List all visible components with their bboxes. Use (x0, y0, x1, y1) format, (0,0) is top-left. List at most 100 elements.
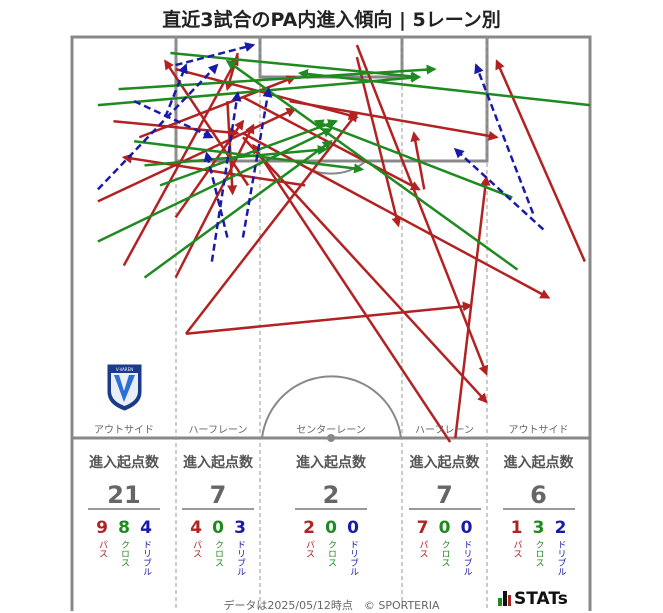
stat-cross: 0 クロス (437, 518, 453, 576)
brand-text: STATs (514, 589, 568, 609)
stat-dribble: 0 ドリブル (459, 518, 475, 576)
stat-dribble-label: ドリブル (235, 540, 245, 576)
cross-arrow (97, 72, 422, 107)
crest-v-mark (114, 375, 135, 402)
stat-pass: 7 パス (415, 518, 431, 576)
stat-cross-count: 8 (118, 518, 130, 538)
stat-dribble: 0 ドリブル (345, 518, 361, 576)
arrow-layer (96, 42, 591, 443)
stat-breakdown: 4 パス 0 クロス 3 ドリブル (176, 518, 260, 576)
stat-pass-count: 4 (190, 518, 202, 538)
stat-cross: 0 クロス (323, 518, 339, 576)
stat-dribble-count: 2 (554, 518, 567, 538)
lane-stat-block: 進入起点数 21 9 パス 8 クロス 4 ドリブル (72, 452, 176, 576)
stat-pass-label: パス (97, 540, 107, 558)
pass-arrow (174, 123, 255, 279)
pass-arrow (454, 175, 491, 439)
stat-pass-count: 1 (510, 518, 523, 538)
dribble-arrow (96, 63, 219, 191)
pass-arrow (184, 111, 359, 335)
stat-breakdown: 1 パス 3 クロス 2 ドリブル (487, 518, 590, 576)
lane-label: ハーフレーン (415, 425, 474, 436)
stat-dribble-label: ドリブル (461, 540, 472, 576)
pass-arrow (252, 143, 452, 443)
stat-dribble-label: ドリブル (348, 540, 358, 576)
stat-cross-label: クロス (533, 540, 544, 567)
lane-stat-block: 進入起点数 6 1 パス 3 クロス 2 ドリブル (487, 452, 590, 576)
stat-pass-label: パス (511, 540, 522, 558)
stat-breakdown: 9 パス 8 クロス 4 ドリブル (72, 518, 176, 576)
stat-cross-label: クロス (439, 540, 450, 567)
cross-arrow (297, 68, 591, 107)
lane-stat-block: 進入起点数 7 7 パス 0 クロス 0 ドリブル (402, 452, 487, 576)
pass-arrow (495, 59, 586, 263)
stat-cross-count: 0 (438, 518, 451, 538)
crest-text: V-VAREN (116, 367, 133, 372)
pass-arrow (113, 119, 240, 138)
stat-dribble: 3 ドリブル (232, 518, 248, 576)
cross-arrow (118, 64, 437, 91)
stat-cross-count: 3 (532, 518, 545, 538)
lane-label: センターレーン (296, 425, 366, 436)
stat-total: 2 (295, 482, 367, 510)
dribble-arrow (203, 151, 229, 238)
dribble-arrow (453, 147, 545, 231)
stat-total: 7 (182, 482, 254, 510)
center-circle (261, 375, 402, 439)
stat-pass-count: 7 (416, 518, 429, 538)
stat-dribble-label: ドリブル (141, 540, 151, 576)
stat-cross: 3 クロス (531, 518, 547, 576)
stat-dribble-count: 0 (460, 518, 473, 538)
pass-arrow (355, 56, 402, 228)
stat-dribble-count: 3 (234, 518, 246, 538)
pass-arrow (242, 136, 488, 404)
cross-arrow (144, 145, 328, 167)
lane-label: ハーフレーン (188, 425, 248, 436)
stat-total: 7 (408, 482, 481, 510)
cross-arrow (313, 119, 513, 199)
cross-arrow (225, 59, 519, 271)
brand-logo: STATs (498, 589, 568, 611)
stat-dribble: 4 ドリブル (138, 518, 154, 576)
stat-dribble: 2 ドリブル (553, 518, 569, 576)
brand-icon (498, 591, 511, 611)
center-spot (327, 434, 335, 442)
goal-area (258, 35, 404, 79)
stat-total: 6 (502, 482, 575, 510)
dribble-arrow (210, 91, 242, 262)
stat-cross-count: 0 (212, 518, 224, 538)
cross-arrow (143, 140, 333, 279)
stat-title: 進入起点数 (296, 455, 366, 471)
stat-title: 進入起点数 (503, 455, 574, 471)
stat-total: 21 (88, 482, 160, 510)
stat-cross-count: 0 (325, 518, 337, 538)
stat-pass-label: パス (191, 540, 201, 558)
stat-cross-label: クロス (119, 540, 129, 567)
stat-breakdown: 2 パス 0 クロス 0 ドリブル (260, 518, 402, 576)
dribble-arrow (175, 42, 256, 67)
dribble-arrow (133, 100, 214, 139)
stat-pass: 2 パス (301, 518, 317, 576)
stat-cross-label: クロス (213, 540, 223, 567)
stat-pass-count: 2 (303, 518, 315, 538)
stat-cross-label: クロス (326, 540, 336, 567)
stat-pass: 1 パス (509, 518, 525, 576)
stat-title: 進入起点数 (409, 455, 480, 471)
stat-cross: 0 クロス (210, 518, 226, 576)
cross-arrow (159, 119, 339, 187)
chart-title: 直近3試合のPA内進入傾向 | 5レーン別 (162, 9, 501, 31)
stat-pass-count: 9 (96, 518, 108, 538)
lane-label: アウトサイド (94, 425, 154, 436)
stat-title: 進入起点数 (183, 455, 253, 471)
cross-arrow (97, 128, 333, 243)
pass-arrow (289, 99, 499, 141)
dribble-arrow (241, 87, 273, 238)
stat-dribble-label: ドリブル (555, 540, 566, 576)
stat-pass: 4 パス (188, 518, 204, 576)
footer-credit: データは2025/05/12時点 © SPORTERIA (223, 599, 440, 612)
stat-pass: 9 パス (94, 518, 110, 576)
lane-label: アウトサイド (508, 425, 569, 436)
pass-arrow (121, 153, 306, 187)
pass-arrow (355, 44, 489, 376)
